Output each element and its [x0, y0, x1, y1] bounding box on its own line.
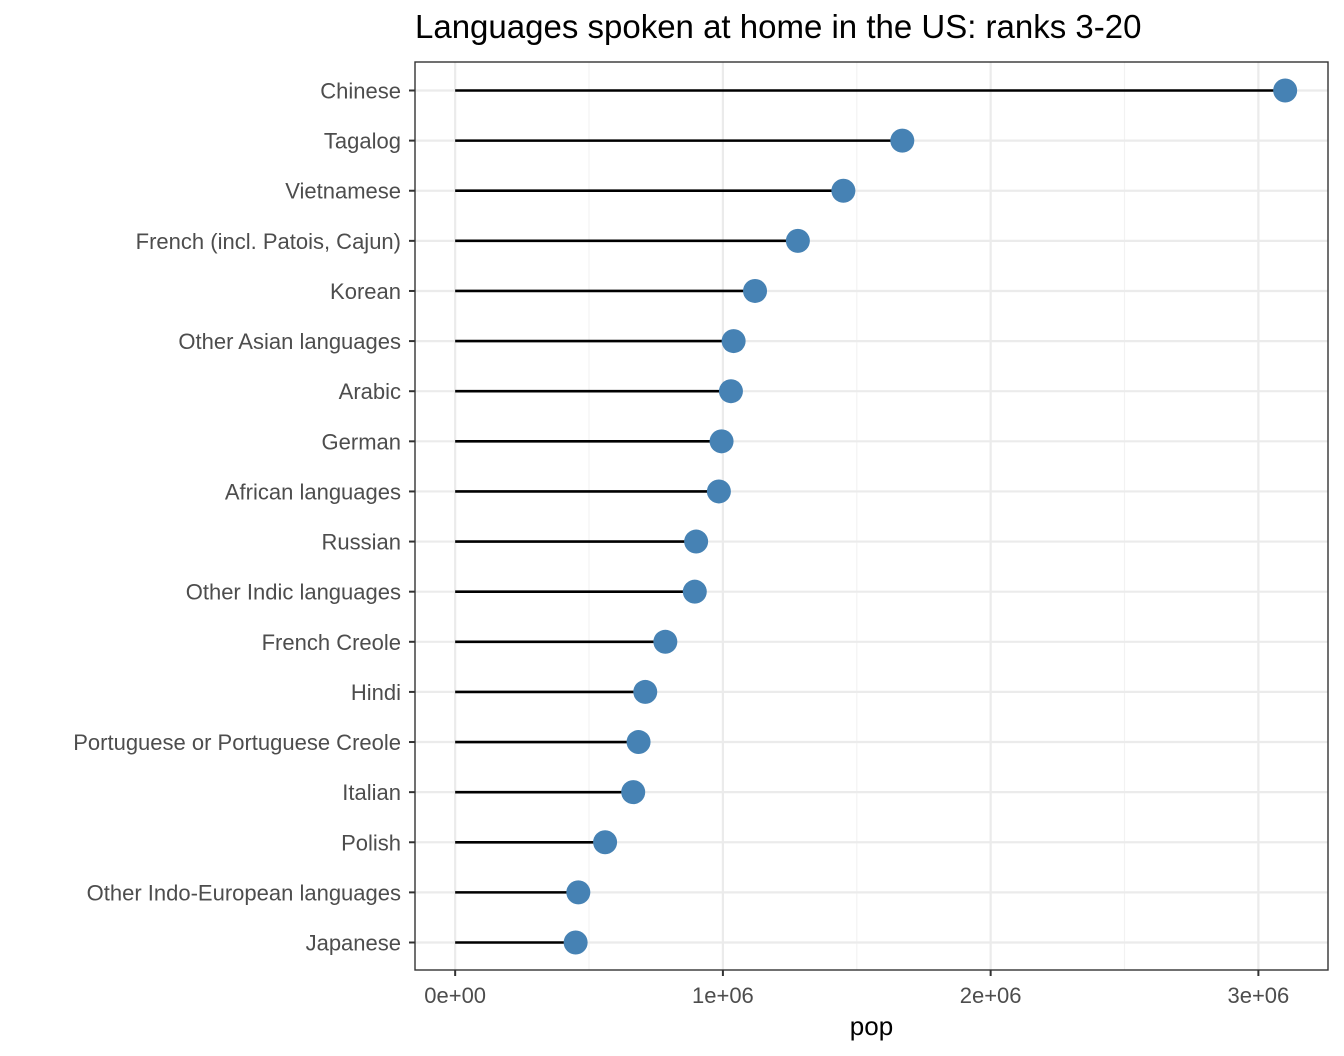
x-tick-label: 1e+06: [692, 983, 754, 1008]
lollipop-point: [890, 128, 915, 153]
lollipop-point: [682, 579, 707, 604]
grid-lines: [415, 62, 1328, 970]
y-tick-label: French Creole: [262, 630, 401, 655]
y-tick-label: German: [322, 429, 401, 454]
y-tick-label: Hindi: [351, 680, 401, 705]
y-tick-label: Tagalog: [324, 129, 401, 154]
lollipop-point: [633, 679, 658, 704]
lollipop-point: [718, 379, 743, 404]
y-tick-label: African languages: [225, 479, 401, 504]
lollipop-point: [653, 629, 678, 654]
y-tick-label: Chinese: [320, 79, 401, 104]
y-tick-label: Korean: [330, 279, 401, 304]
y-tick-label: Portuguese or Portuguese Creole: [73, 730, 401, 755]
chart-title: Languages spoken at home in the US: rank…: [415, 8, 1141, 45]
x-tick-label: 0e+00: [424, 983, 486, 1008]
y-tick-label: Russian: [322, 530, 401, 555]
y-tick-label: Polish: [341, 830, 401, 855]
lollipop-point: [593, 830, 618, 855]
lollipop-point: [706, 479, 731, 504]
y-tick-label: Other Indo-European languages: [87, 880, 401, 905]
y-tick-label: Italian: [342, 780, 401, 805]
stems: [455, 89, 1286, 944]
x-axis: 0e+00 1e+06 2e+06 3e+06: [424, 970, 1289, 1008]
lollipop-point: [743, 278, 768, 303]
x-axis-title: pop: [850, 1011, 893, 1041]
lollipop-point: [709, 429, 734, 454]
lollipop-point: [563, 930, 588, 955]
y-tick-label: Other Asian languages: [178, 329, 401, 354]
y-tick-label: French (incl. Patois, Cajun): [136, 229, 401, 254]
lollipop-point: [721, 329, 746, 354]
x-tick-label: 2e+06: [960, 983, 1022, 1008]
panel-border: [414, 61, 1329, 971]
x-tick-label: 3e+06: [1227, 983, 1289, 1008]
lollipop-point: [621, 780, 646, 805]
lollipop-point: [831, 178, 856, 203]
y-tick-label: Arabic: [339, 379, 401, 404]
lollipop-point: [566, 880, 591, 905]
y-tick-label: Other Indic languages: [186, 580, 401, 605]
lollipop-point: [626, 730, 651, 755]
lollipop-point: [1273, 78, 1298, 103]
y-axis: Chinese Tagalog Vietnamese French (incl. Pa…: [73, 79, 415, 956]
data-points: [563, 78, 1298, 955]
y-tick-label: Japanese: [306, 931, 401, 956]
y-tick-label: Vietnamese: [285, 179, 401, 204]
lollipop-point: [785, 228, 810, 253]
lollipop-point: [684, 529, 709, 554]
